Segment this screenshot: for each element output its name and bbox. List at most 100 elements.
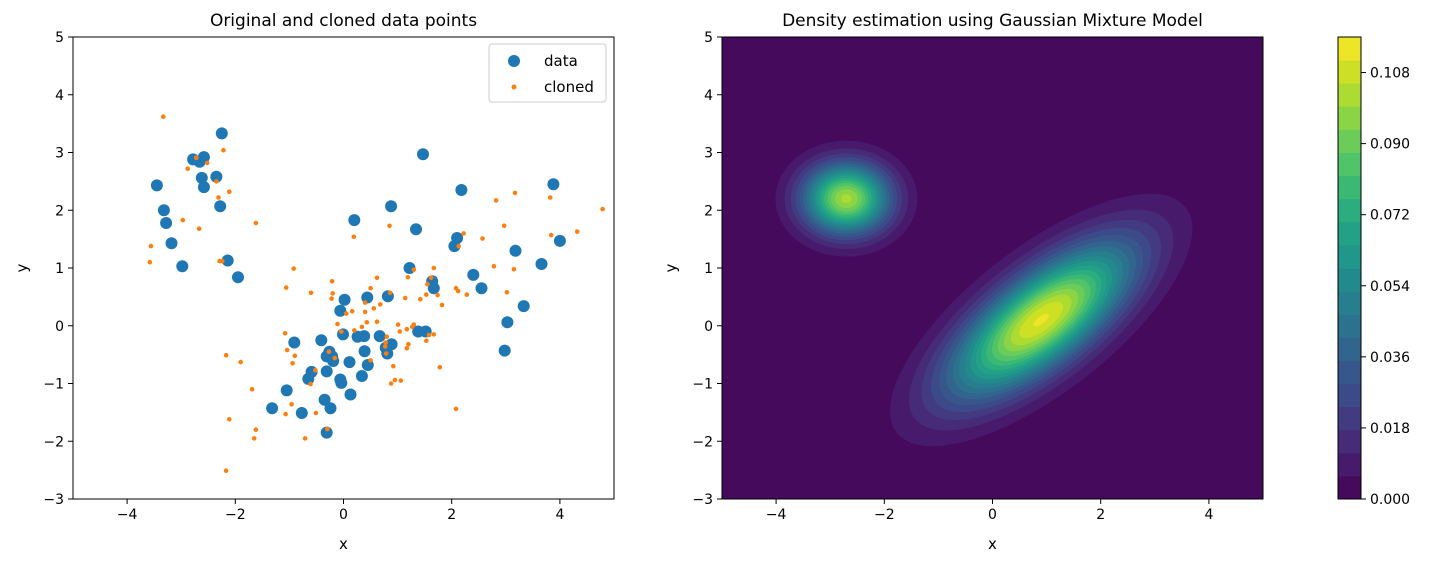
data-point xyxy=(324,402,337,415)
cloned-point xyxy=(362,300,368,305)
cloned-point xyxy=(405,274,411,280)
cloned-point xyxy=(238,359,243,365)
cloned-point xyxy=(330,291,336,296)
data-point xyxy=(302,372,315,385)
data-point xyxy=(195,171,208,184)
data-point xyxy=(157,204,170,217)
scatter-ytick-label: 2 xyxy=(55,203,64,219)
colorbar-band xyxy=(1338,268,1361,292)
data-point xyxy=(498,344,511,357)
density-ytick-label: 2 xyxy=(704,203,713,219)
data-point xyxy=(318,393,331,406)
cloned-point xyxy=(388,381,394,386)
density-x-axis: −4 −2 0 2 4 xyxy=(766,499,1213,523)
colorbar-ticks: 0.000 0.018 0.036 0.054 0.072 0.090 0.108 xyxy=(1361,66,1410,508)
data-point xyxy=(410,223,422,236)
scatter-xtick-label: −2 xyxy=(225,507,246,523)
cloned-point xyxy=(504,290,510,295)
cloned-point xyxy=(480,236,485,241)
data-point xyxy=(553,234,566,247)
scatter-ytick-label: −2 xyxy=(43,434,64,450)
cloned-point xyxy=(383,340,389,345)
data-point xyxy=(448,240,461,253)
density-ytick-label: 4 xyxy=(704,88,713,104)
cloned-point xyxy=(283,285,289,290)
cloned-point xyxy=(431,332,437,337)
cloned-point xyxy=(387,223,392,229)
scatter-ytick-label: −1 xyxy=(43,377,64,393)
cloned-point xyxy=(223,468,229,474)
data-point xyxy=(373,330,386,343)
colorbar-band xyxy=(1338,106,1361,130)
cloned-point xyxy=(291,266,297,271)
colorbar-band xyxy=(1338,198,1361,223)
data-point xyxy=(355,370,368,382)
cloned-point xyxy=(395,322,401,327)
cloned-point xyxy=(374,319,380,325)
density-y-axis: −3 −2 −1 0 1 2 3 4 5 xyxy=(692,30,722,508)
data-point xyxy=(385,200,398,213)
data-point xyxy=(165,237,178,250)
colorbar-tick-label: 0.108 xyxy=(1370,66,1410,82)
cloned-point xyxy=(435,292,440,298)
cloned-point xyxy=(292,353,298,359)
scatter-title: Original and cloned data points xyxy=(210,11,477,31)
legend-cloned-marker xyxy=(511,84,517,90)
cloned-point xyxy=(411,322,417,327)
colorbar-band xyxy=(1338,406,1361,431)
cloned-point xyxy=(491,264,497,269)
data-point xyxy=(501,316,514,329)
cloned-point xyxy=(548,232,554,238)
data-point xyxy=(221,254,234,267)
data-point xyxy=(467,268,480,281)
cloned-point xyxy=(196,226,202,231)
cloned-point xyxy=(382,344,388,349)
data-point xyxy=(535,258,548,270)
cloned-point xyxy=(493,198,499,203)
cloned-point xyxy=(349,309,355,314)
scatter-x-axis: −4 −2 0 2 4 xyxy=(117,499,564,523)
cloned-point xyxy=(329,296,334,301)
cloned-point xyxy=(426,332,432,338)
cloned-point xyxy=(339,329,344,334)
scatter-xtick-label: 4 xyxy=(555,507,564,523)
data-point xyxy=(509,244,522,257)
scatter-frame xyxy=(72,36,615,500)
cloned-point xyxy=(404,346,410,351)
colorbar-band xyxy=(1338,244,1361,269)
colorbar-band xyxy=(1338,221,1361,246)
cloned-point xyxy=(325,426,330,432)
cloned-point xyxy=(378,302,383,307)
data-point xyxy=(475,282,488,295)
data-point xyxy=(320,426,333,439)
legend-data-label: data xyxy=(544,52,578,70)
scatter-xtick-label: 0 xyxy=(339,507,348,523)
cloned-point xyxy=(511,266,517,272)
cloned-point xyxy=(391,363,396,369)
scatter-ytick-label: 5 xyxy=(55,30,64,46)
density-ytick-label: −1 xyxy=(692,377,713,393)
scatter-legend: data cloned xyxy=(488,43,607,103)
density-xlabel: x xyxy=(988,535,997,553)
scatter-ylabel: y xyxy=(13,263,31,272)
data-point xyxy=(280,384,293,397)
data-point xyxy=(517,300,530,313)
density-title: Density estimation using Gaussian Mixtur… xyxy=(782,11,1203,31)
cloned-point xyxy=(368,285,373,291)
cloned-point xyxy=(464,292,470,297)
scatter-ytick-label: 4 xyxy=(55,88,64,104)
density-ylabel: y xyxy=(662,263,680,272)
cloned-point xyxy=(214,179,219,184)
data-point xyxy=(295,407,308,419)
cloned-point xyxy=(501,223,507,229)
cloned-point xyxy=(329,279,335,284)
cloned-point xyxy=(220,258,225,264)
density-ytick-label: −2 xyxy=(692,434,713,450)
data-point xyxy=(150,179,163,192)
data-point xyxy=(547,178,560,191)
cloned-point xyxy=(512,190,518,196)
legend-data-marker xyxy=(508,55,520,67)
colorbar-band xyxy=(1338,83,1361,107)
cloned-point xyxy=(283,411,288,417)
